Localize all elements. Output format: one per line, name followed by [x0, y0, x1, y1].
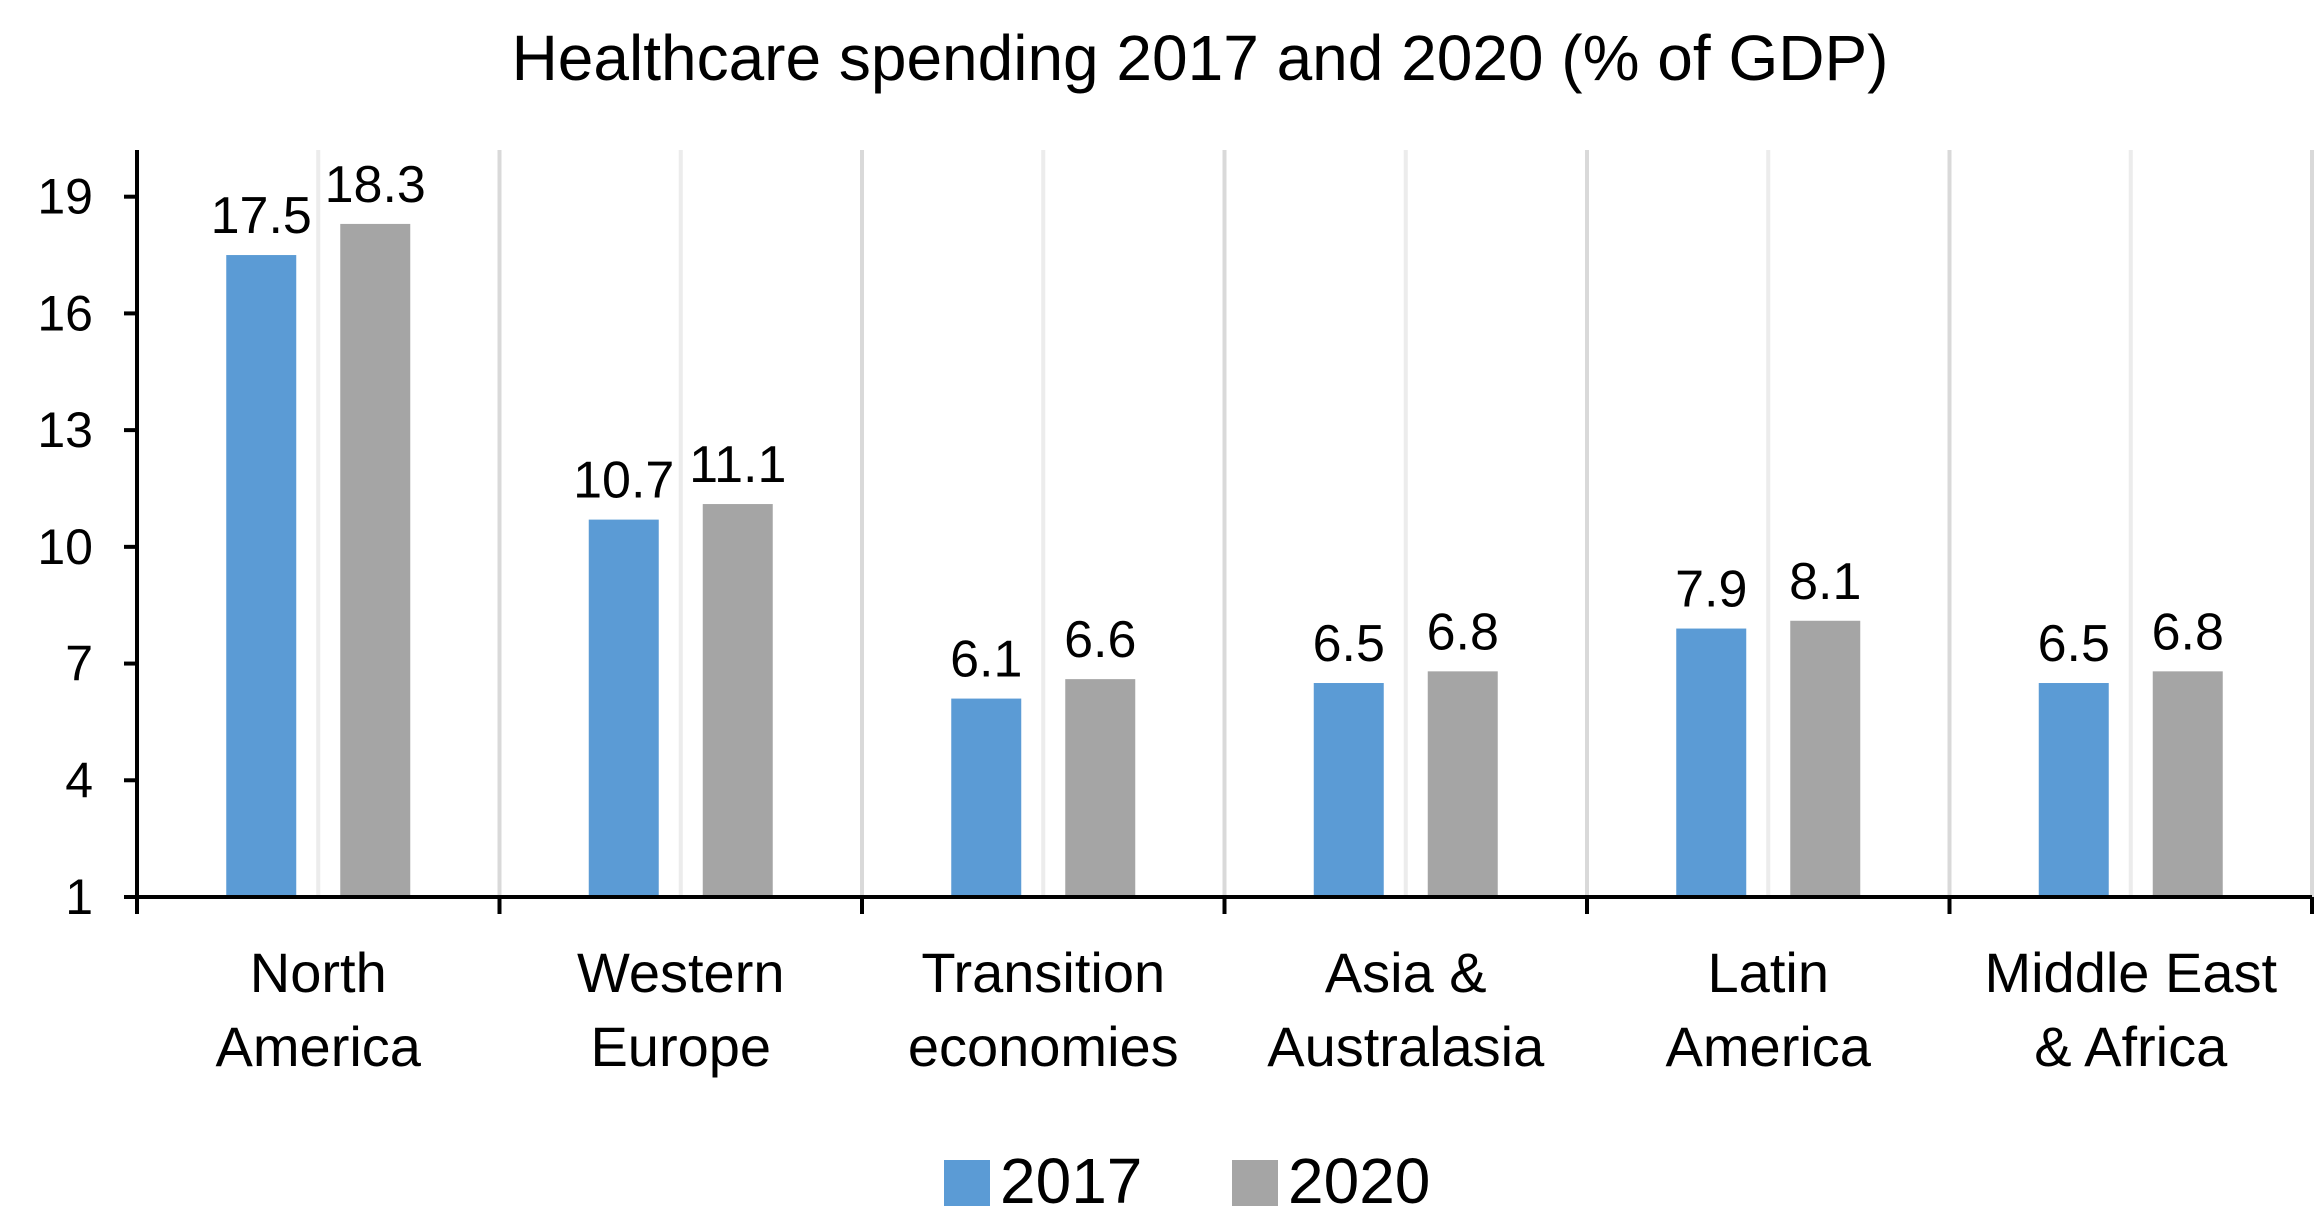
- x-tick-label: Western Europe: [577, 941, 784, 1078]
- bar-2017: [588, 519, 659, 897]
- y-tick-label: 19: [37, 169, 93, 225]
- data-labels: 17.5 10.7 6.1 6.5 7.9 6.5 18.3 11.1 6.6 6.8 8.1 6.8: [211, 156, 2224, 689]
- bar-2020: [340, 223, 411, 897]
- data-label-2017: 17.5: [211, 187, 312, 245]
- bar-2017: [226, 255, 297, 897]
- data-label-2020: 6.6: [1064, 611, 1136, 669]
- data-label-2020: 11.1: [689, 436, 786, 494]
- data-label-2017: 10.7: [573, 452, 674, 510]
- bar-2020: [1790, 620, 1861, 897]
- bar-2017: [1313, 683, 1384, 897]
- x-tick-label: Asia & Australasia: [1267, 941, 1545, 1078]
- y-tick-label: 13: [37, 402, 93, 458]
- bar-2017: [1676, 628, 1747, 897]
- y-tick-label: 1: [65, 869, 93, 925]
- legend-label-2017: 2017: [1000, 1145, 1142, 1217]
- bar-2020: [1065, 679, 1136, 897]
- legend-label-2020: 2020: [1288, 1145, 1430, 1217]
- y-tick-label: 7: [65, 636, 93, 692]
- bar-2020: [1427, 671, 1498, 897]
- data-label-2017: 6.1: [950, 631, 1022, 689]
- legend: 2017 2020: [944, 1145, 1430, 1217]
- chart-title: Healthcare spending 2017 and 2020 (% of …: [512, 22, 1889, 94]
- bar-2017: [2038, 683, 2109, 897]
- x-tick-label: Transition economies: [908, 941, 1179, 1078]
- bar-2020: [702, 504, 773, 897]
- data-label-2020: 6.8: [1427, 603, 1499, 661]
- legend-swatch-2020: [1232, 1160, 1278, 1206]
- y-tick-label: 4: [65, 752, 93, 808]
- data-label-2017: 7.9: [1675, 561, 1747, 619]
- data-label-2020: 8.1: [1789, 553, 1861, 611]
- data-label-2017: 6.5: [2038, 615, 2110, 673]
- data-label-2020: 18.3: [325, 156, 426, 214]
- bar-2017: [951, 698, 1022, 897]
- legend-swatch-2017: [944, 1160, 990, 1206]
- x-tick-label: Latin America: [1666, 941, 1872, 1078]
- bar-2020: [2152, 671, 2223, 897]
- x-tick-label: North America: [216, 941, 422, 1078]
- bars: [226, 223, 2223, 897]
- y-tick-label: 10: [37, 519, 93, 575]
- gridlines: [316, 150, 2314, 897]
- y-tick-label: 16: [37, 285, 93, 341]
- x-tick-label: Middle East & Africa: [1984, 941, 2277, 1078]
- data-label-2020: 6.8: [2152, 603, 2224, 661]
- data-label-2017: 6.5: [1313, 615, 1385, 673]
- axes: 1 4 7 10 13 16 19 North America Western Europe Tran…: [37, 150, 2314, 1078]
